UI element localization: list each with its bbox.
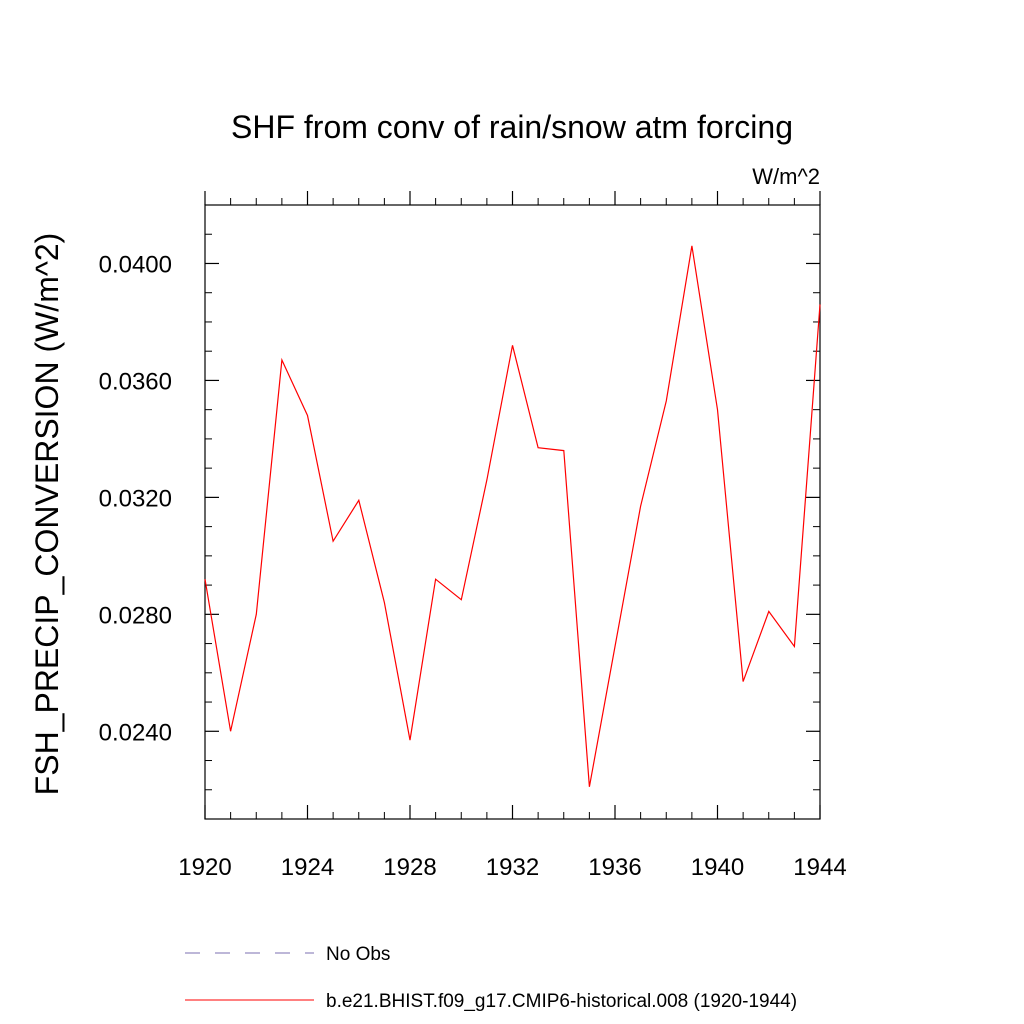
plot-frame bbox=[204, 204, 821, 820]
y-tick-label: 0.0400 bbox=[99, 251, 172, 278]
legend-label: b.e21.BHIST.f09_g17.CMIP6-historical.008… bbox=[326, 991, 797, 1012]
x-tick-label: 1944 bbox=[793, 854, 846, 881]
y-axis-label: FSH_PRECIP_CONVERSION (W/m^2) bbox=[29, 233, 65, 796]
y-tick-label: 0.0320 bbox=[99, 485, 172, 512]
series-line bbox=[204, 245, 821, 787]
x-tick-label: 1940 bbox=[691, 854, 744, 881]
x-axis-ticks: 1920 1924 1928 1932 1936 1940 1944 bbox=[178, 191, 847, 881]
series-layer bbox=[204, 245, 821, 787]
legend: No Obs b.e21.BHIST.f09_g17.CMIP6-historic… bbox=[185, 944, 797, 1012]
x-tick-label: 1928 bbox=[383, 854, 436, 881]
x-tick-label: 1924 bbox=[281, 854, 334, 881]
y-tick-label: 0.0280 bbox=[99, 602, 172, 629]
y-tick-label: 0.0240 bbox=[99, 719, 172, 746]
units-label: W/m^2 bbox=[752, 164, 820, 189]
y-tick-label: 0.0360 bbox=[99, 368, 172, 395]
x-tick-label: 1920 bbox=[178, 854, 231, 881]
x-tick-label: 1936 bbox=[588, 854, 641, 881]
x-tick-label: 1932 bbox=[486, 854, 539, 881]
legend-label: No Obs bbox=[326, 944, 390, 965]
chart-title: SHF from conv of rain/snow atm forcing bbox=[231, 109, 793, 145]
y-axis-ticks: 0.0240 0.0280 0.0320 0.0360 0.0400 bbox=[99, 204, 820, 820]
